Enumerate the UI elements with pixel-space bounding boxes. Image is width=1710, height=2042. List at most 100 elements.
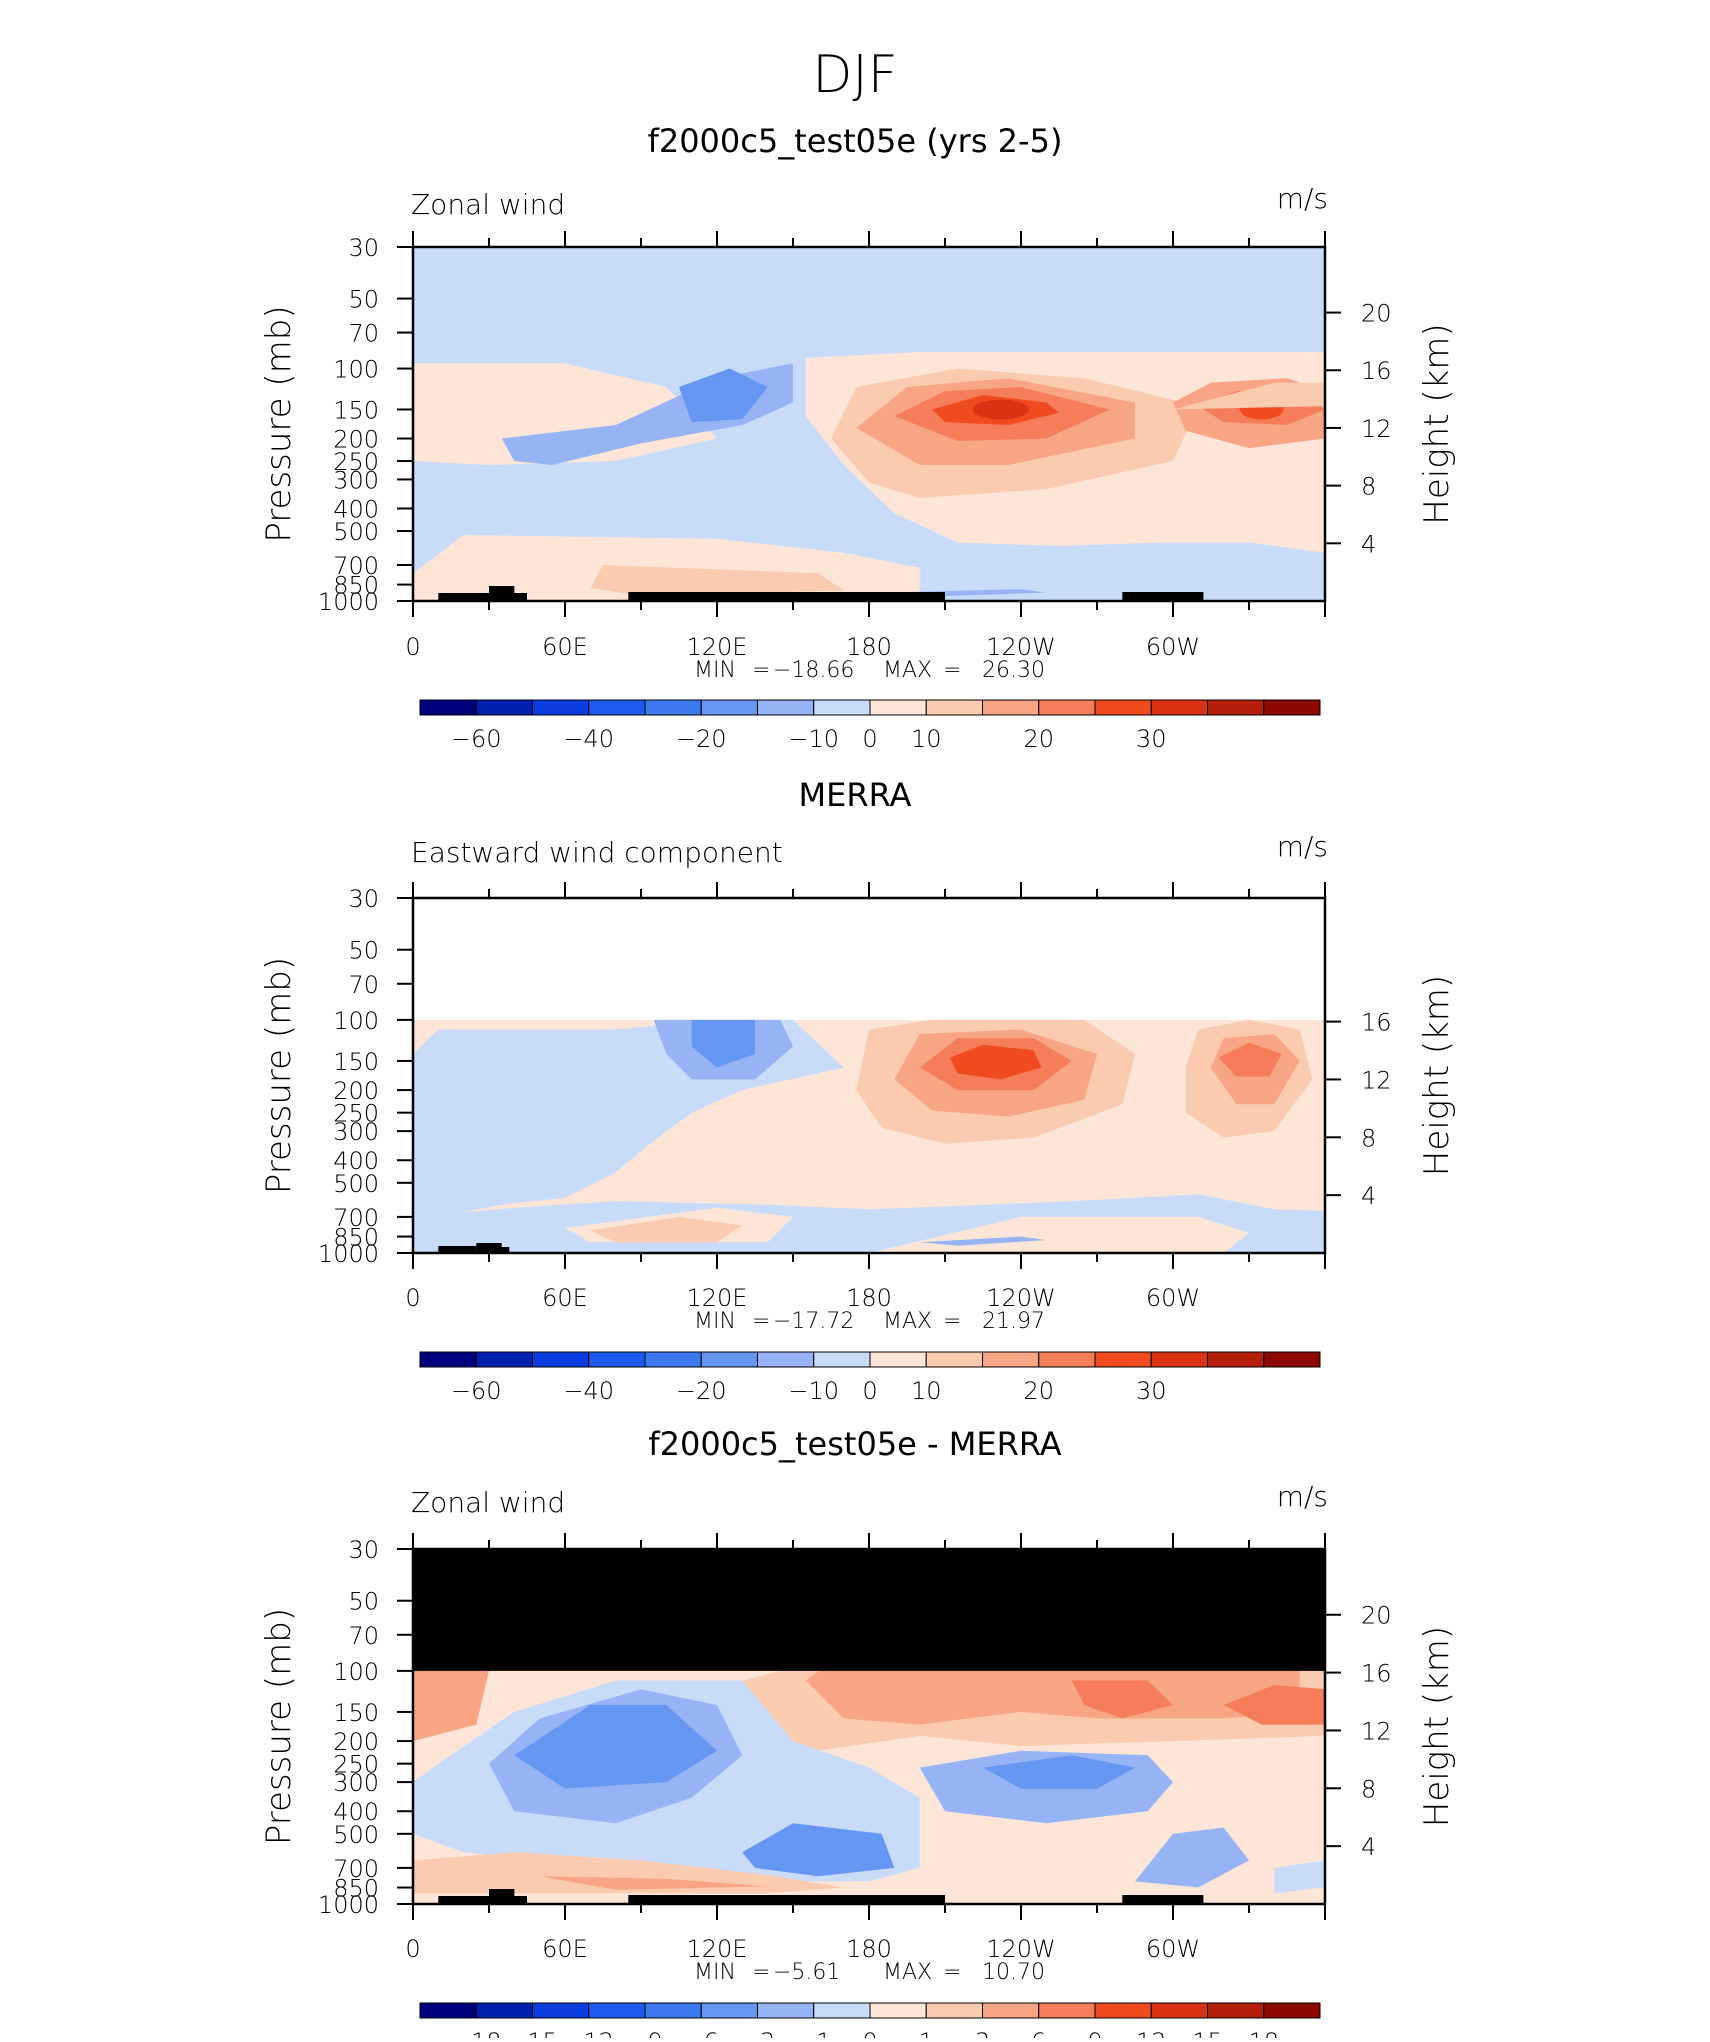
colorbar-label: −60 [451, 725, 502, 753]
colorbar-label: 20 [1023, 725, 1054, 753]
x-tick-label: 60E [542, 1935, 588, 1963]
land-block [438, 1896, 527, 1904]
colorbar-swatch [925, 699, 983, 716]
region-positive-west [413, 1670, 489, 1742]
colorbar-swatch [700, 2002, 758, 2019]
region-min-surface [742, 1823, 895, 1877]
y-tick-label: 50 [348, 937, 379, 965]
y-tick-right-label: 20 [1361, 300, 1392, 328]
y-tick-label: 500 [333, 518, 379, 546]
colorbar-swatch [1207, 2002, 1265, 2019]
masked-region [413, 1549, 1325, 1671]
colorbar-label: −3 [740, 2028, 775, 2038]
surface-topography [438, 586, 1204, 601]
colorbar-swatch [813, 1351, 871, 1368]
y-tick-label: 200 [333, 1728, 379, 1756]
y-tick-label: 30 [348, 885, 379, 913]
panel-title: f2000c5_test05e (yrs 2-5) [648, 122, 1063, 160]
x-tick-label: 120E [687, 1935, 748, 1963]
colorbar-label: −60 [451, 1377, 502, 1405]
surface-topography [438, 1889, 1204, 1904]
colorbar-swatch [1150, 1351, 1208, 1368]
x-tick-label: 0 [405, 1284, 420, 1312]
land-block [1122, 1895, 1204, 1904]
y-tick-label: 700 [333, 1855, 379, 1883]
colorbar-label: 10 [911, 1377, 942, 1405]
panel-1: f2000c5_test05e (yrs 2-5) Zonal wind m/s 0 6… [259, 122, 1457, 753]
x-tick-label: 120E [687, 1284, 748, 1312]
stat-min-value: −18.66 [773, 658, 854, 683]
subtitle-right: m/s [1277, 1480, 1328, 1513]
stat-max-value: 10.70 [982, 1960, 1045, 1985]
colorbar-swatch [813, 699, 871, 716]
y-tick-label: 250 [333, 1751, 379, 1779]
colorbar-label: 10 [911, 725, 942, 753]
region-positive-upper-2 [805, 1670, 1300, 1725]
colorbar: −60 −40 −20 −10 0 10 20 30 [419, 1351, 1321, 1405]
y-tick-label: 500 [333, 1170, 379, 1198]
colorbar-label: 18 [1248, 2028, 1279, 2038]
land-block [489, 586, 515, 601]
stat-max-label: MAX [883, 1960, 932, 1985]
colorbar-label: 30 [1136, 725, 1167, 753]
colorbar-label: 20 [1023, 1377, 1054, 1405]
x-tick-label: 0 [405, 1935, 420, 1963]
stat-min-label: MIN [694, 1960, 736, 1985]
stat-min-eq: = [752, 1960, 770, 1985]
colorbar-swatch [644, 699, 702, 716]
colorbar-swatch [1150, 699, 1208, 716]
colorbar-swatch [757, 2002, 815, 2019]
region-min-core [691, 1019, 755, 1068]
region-negative-edge [1274, 1860, 1325, 1894]
stat-min-eq: = [752, 1309, 770, 1334]
colorbar-swatch [1263, 1351, 1321, 1368]
y-axis-label: Pressure (mb) [259, 1608, 299, 1845]
field [413, 1549, 1325, 1904]
jet-east-edge [1173, 382, 1325, 410]
y-tick-label: 30 [348, 234, 379, 262]
y-tick-right-label: 8 [1361, 1124, 1376, 1152]
stat-max-label: MAX [883, 1309, 932, 1334]
stat-max-label: MAX [883, 658, 932, 683]
colorbar-swatch [419, 2002, 477, 2019]
colorbar-swatch [982, 2002, 1040, 2019]
y-axis-label: Pressure (mb) [259, 305, 299, 542]
y-tick-label: 250 [333, 448, 379, 476]
y-tick-right-label: 4 [1361, 1833, 1376, 1861]
colorbar-swatch [475, 1351, 533, 1368]
page-title: DJF [812, 45, 897, 105]
colorbar-swatch [1263, 699, 1321, 716]
colorbar-label: −9 [627, 2028, 662, 2038]
y-tick-right-label: 12 [1361, 1066, 1392, 1094]
stat-min-label: MIN [694, 658, 736, 683]
land-block [483, 1247, 510, 1253]
subtitle-right: m/s [1277, 830, 1328, 863]
colorbar-label: −1 [796, 2028, 831, 2038]
y-tick-label: 400 [333, 495, 379, 523]
x-tick-label: 0 [405, 633, 420, 661]
y-tick-label: 400 [333, 1798, 379, 1826]
region-min-core [679, 368, 768, 423]
y-tick-label: 300 [333, 1769, 379, 1797]
colorbar-swatch [757, 1351, 815, 1368]
colorbar-swatch [1038, 2002, 1096, 2019]
x-tick-label: 60W [1146, 1935, 1200, 1963]
colorbar-swatch [588, 1351, 646, 1368]
panel-2: MERRA Eastward wind component m/s 0 60E 120E 1… [259, 776, 1457, 1405]
region-negative-west-core [514, 1705, 717, 1789]
colorbar-swatch [532, 699, 590, 716]
colorbar-label: 15 [1192, 2028, 1223, 2038]
colorbar-swatch [700, 1351, 758, 1368]
colorbar-label: −18 [451, 2028, 502, 2038]
colorbar-swatch [982, 1351, 1040, 1368]
y-tick-label: 100 [333, 1007, 379, 1035]
y-tick-right-label: 20 [1361, 1602, 1392, 1630]
y-tick-label: 1000 [318, 588, 379, 616]
y-tick-label: 150 [333, 1699, 379, 1727]
colorbar-swatch [925, 2002, 983, 2019]
x-tick-label: 60E [542, 633, 588, 661]
y-tick-right-label: 4 [1361, 530, 1376, 558]
y-axis-label-right: Height (km) [1417, 1626, 1457, 1827]
colorbar-label: −12 [563, 2028, 614, 2038]
